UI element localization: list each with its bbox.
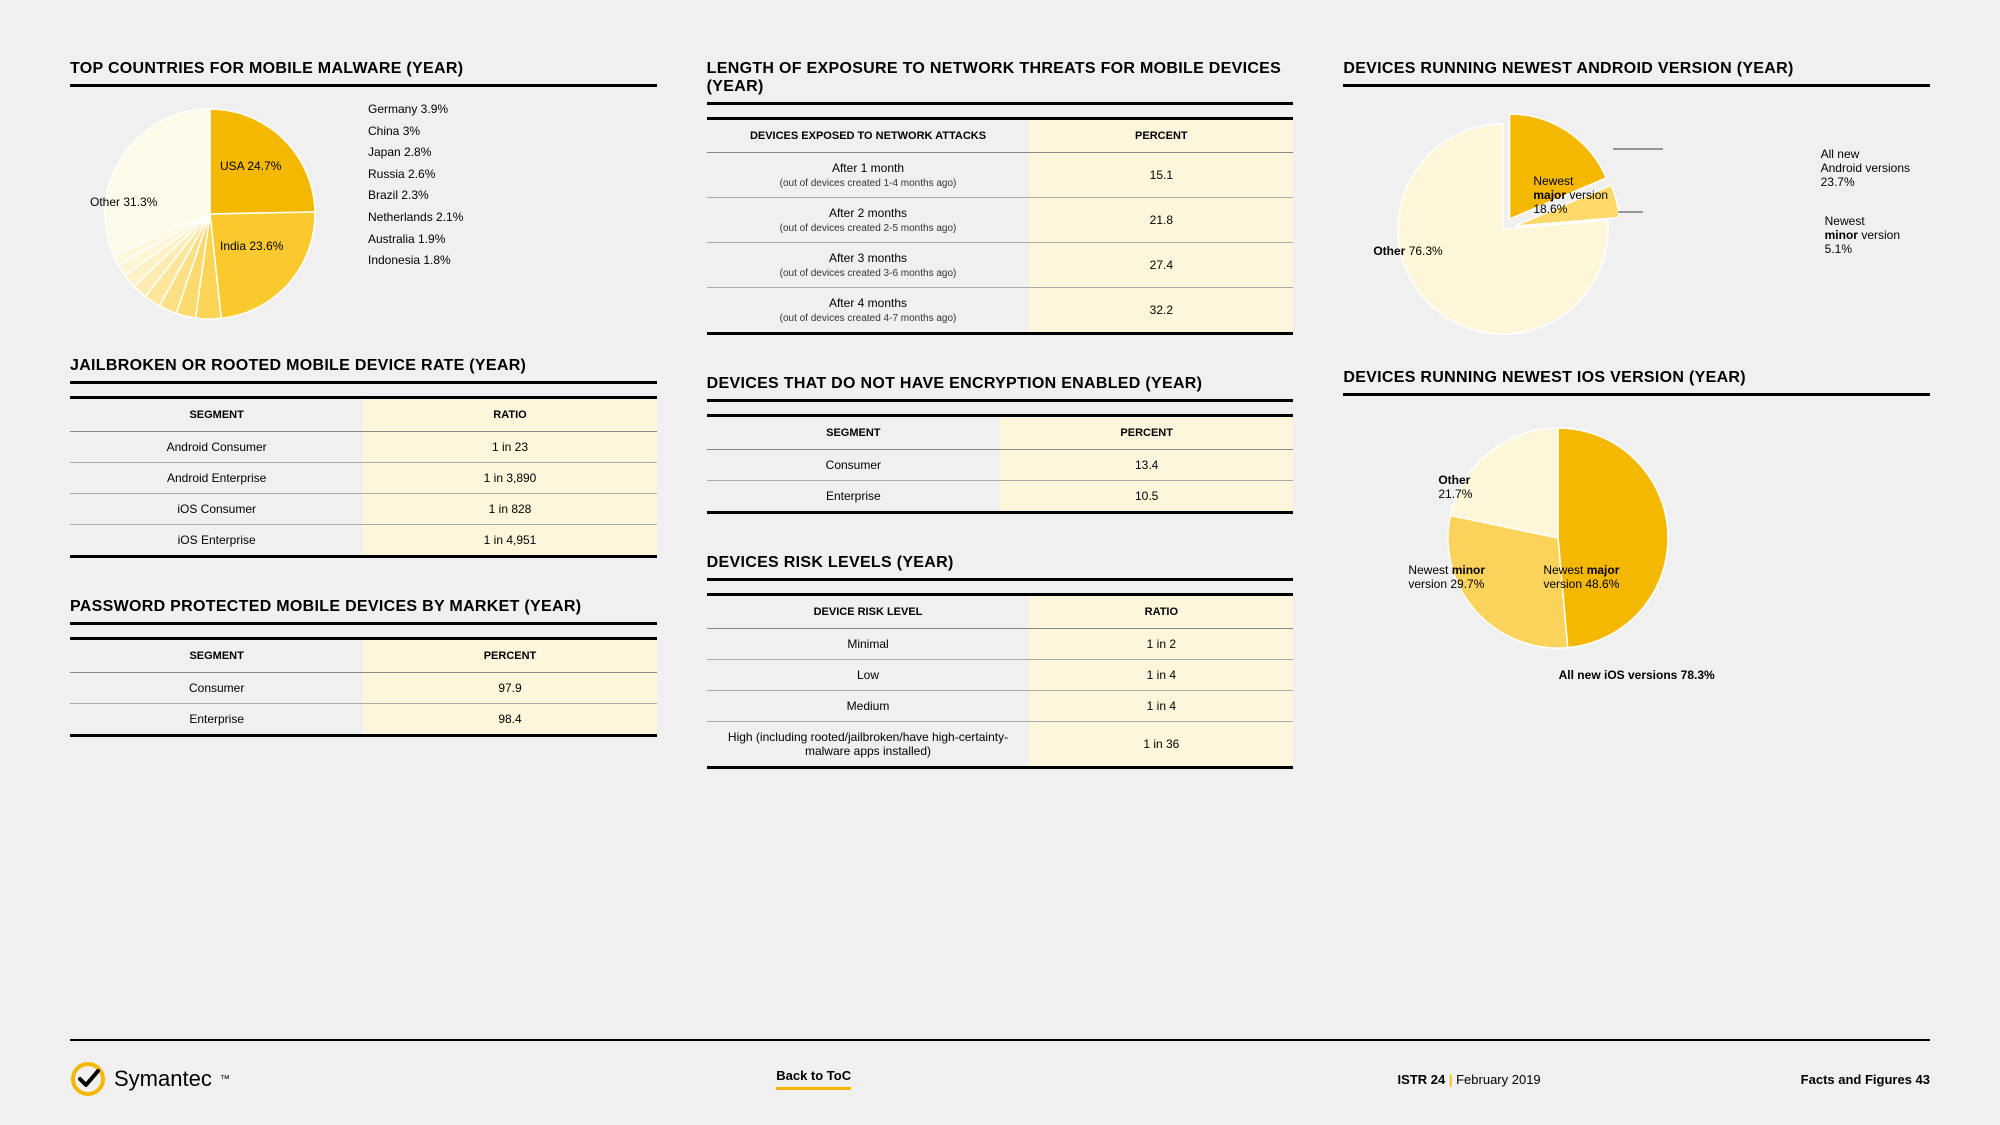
brand: Symantec™: [70, 1061, 230, 1097]
password-title: PASSWORD PROTECTED MOBILE DEVICES BY MAR…: [70, 598, 657, 625]
encryption-table: SEGMENTPERCENTConsumer13.4Enterprise10.5: [707, 414, 1294, 514]
android-pie: All newAndroid versions23.7% Newestmajor…: [1343, 99, 1930, 339]
risk-title: DEVICES RISK LEVELS (YEAR): [707, 554, 1294, 581]
ios-bottom-note: All new iOS versions 78.3%: [1343, 668, 1930, 682]
password-table: SEGMENTPERCENTConsumer97.9Enterprise98.4: [70, 637, 657, 737]
ios-title: DEVICES RUNNING NEWEST IOS VERSION (YEAR…: [1343, 369, 1930, 396]
footer: Symantec™ Back to ToC ISTR 24 | February…: [70, 1039, 1930, 1097]
pie1-title: TOP COUNTRIES FOR MOBILE MALWARE (YEAR): [70, 60, 657, 87]
back-to-toc-link[interactable]: Back to ToC: [776, 1068, 851, 1090]
column-1: TOP COUNTRIES FOR MOBILE MALWARE (YEAR) …: [70, 60, 657, 809]
footer-page: Facts and Figures 43: [1801, 1072, 1930, 1087]
malware-legend: Germany 3.9%China 3%Japan 2.8%Russia 2.6…: [368, 99, 463, 272]
encryption-title: DEVICES THAT DO NOT HAVE ENCRYPTION ENAB…: [707, 375, 1294, 402]
jailbroken-table: SEGMENTRATIOAndroid Consumer1 in 23Andro…: [70, 396, 657, 558]
jailbroken-title: JAILBROKEN OR ROOTED MOBILE DEVICE RATE …: [70, 357, 657, 384]
malware-pie: USA 24.7% India 23.6% Other 31.3%: [70, 99, 350, 329]
risk-table: DEVICE RISK LEVELRATIOMinimal1 in 2Low1 …: [707, 593, 1294, 769]
column-2: LENGTH OF EXPOSURE TO NETWORK THREATS FO…: [707, 60, 1294, 809]
ios-pie: Other21.7% Newest majorversion 48.6% New…: [1343, 408, 1930, 658]
footer-istr: ISTR 24 | February 2019: [1398, 1072, 1541, 1087]
android-title: DEVICES RUNNING NEWEST ANDROID VERSION (…: [1343, 60, 1930, 87]
exposure-table: DEVICES EXPOSED TO NETWORK ATTACKSPERCEN…: [707, 117, 1294, 335]
symantec-logo-icon: [70, 1061, 106, 1097]
exposure-title: LENGTH OF EXPOSURE TO NETWORK THREATS FO…: [707, 60, 1294, 105]
column-3: DEVICES RUNNING NEWEST ANDROID VERSION (…: [1343, 60, 1930, 809]
